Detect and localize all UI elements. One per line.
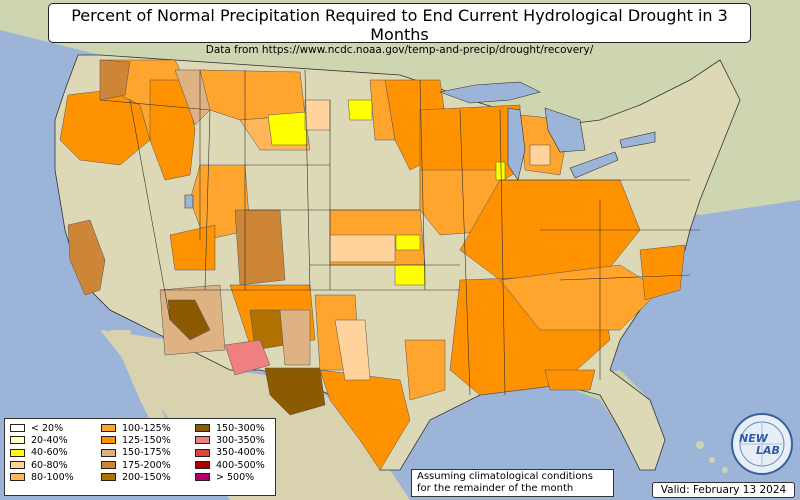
legend-item: 350-400% bbox=[195, 447, 265, 459]
legend-swatch bbox=[10, 448, 25, 457]
legend-col-1: < 20% 20-40% 40-60% 60-80% 80-100% bbox=[10, 422, 74, 483]
legend-item: > 500% bbox=[195, 471, 265, 483]
region-mn-2 bbox=[369, 79, 396, 141]
region-ca-brown bbox=[67, 219, 106, 296]
legend-swatch bbox=[10, 461, 25, 470]
legend-swatch bbox=[10, 473, 25, 482]
legend-item: 100-125% bbox=[101, 422, 171, 434]
legend-swatch bbox=[101, 424, 116, 433]
legend-swatch bbox=[195, 448, 210, 457]
state-borders bbox=[99, 69, 700, 396]
region-wa-brown bbox=[99, 59, 131, 101]
legend-item: 175-200% bbox=[101, 459, 171, 471]
legend-item: 60-80% bbox=[10, 459, 74, 471]
legend-item: 150-300% bbox=[195, 422, 265, 434]
region-tx-pale bbox=[334, 319, 371, 381]
legend-col-2: 100-125% 125-150% 150-175% 175-200% 200-… bbox=[101, 422, 171, 483]
region-carolinas bbox=[639, 244, 686, 301]
legend-item: 80-100% bbox=[10, 471, 74, 483]
legend-swatch bbox=[195, 436, 210, 445]
legend-swatch bbox=[101, 473, 116, 482]
great-lakes bbox=[184, 81, 656, 209]
newlab-logo: NEW LAB bbox=[731, 413, 793, 475]
valid-date: Valid: February 13 2024 bbox=[652, 482, 795, 498]
legend-item: 200-150% bbox=[101, 471, 171, 483]
lake-erie bbox=[569, 151, 619, 179]
region-nm-pink bbox=[224, 339, 271, 376]
legend-swatch bbox=[195, 424, 210, 433]
region-kansas-yellow bbox=[395, 234, 421, 251]
region-wyoming-yellow bbox=[267, 111, 309, 146]
svg-text:LAB: LAB bbox=[756, 444, 780, 457]
baja-land bbox=[110, 330, 170, 440]
legend-item: 125-150% bbox=[101, 434, 171, 446]
islands bbox=[696, 441, 728, 473]
region-utah bbox=[189, 164, 251, 241]
legend-item: 400-500% bbox=[195, 459, 265, 471]
legend-item: 300-350% bbox=[195, 434, 265, 446]
assumption-note: Assuming climatological conditions for t… bbox=[411, 469, 614, 497]
legend-swatch bbox=[195, 461, 210, 470]
legend-item: 150-175% bbox=[101, 447, 171, 459]
legend-swatch bbox=[10, 424, 25, 433]
drought-regions bbox=[59, 59, 686, 471]
legend: < 20% 20-40% 40-60% 60-80% 80-100% 100-1… bbox=[4, 418, 276, 496]
region-colorado-brown bbox=[234, 209, 286, 286]
lake-huron bbox=[544, 107, 586, 153]
lake-superior bbox=[438, 81, 541, 104]
legend-col-3: 150-300% 300-350% 350-400% 400-500% > 50… bbox=[195, 422, 265, 483]
region-nd-yellow bbox=[347, 99, 373, 121]
region-michigan-light bbox=[529, 144, 551, 166]
legend-swatch bbox=[195, 473, 210, 482]
region-gulf bbox=[544, 369, 596, 391]
note-line-2: for the remainder of the month bbox=[417, 483, 574, 494]
legend-item: 20-40% bbox=[10, 434, 74, 446]
region-kansas-pale bbox=[329, 234, 396, 263]
great-salt-lake bbox=[184, 194, 194, 209]
title-box: Percent of Normal Precipitation Required… bbox=[48, 3, 751, 56]
region-ok-yellow bbox=[394, 264, 426, 286]
legend-item: 40-60% bbox=[10, 447, 74, 459]
region-tx-orange bbox=[319, 369, 411, 471]
lake-ontario bbox=[619, 131, 656, 149]
legend-swatch bbox=[10, 436, 25, 445]
map-subtitle: Data from https://www.ncdc.noaa.gov/temp… bbox=[205, 44, 594, 56]
mexico-land bbox=[100, 330, 410, 500]
legend-swatch bbox=[101, 448, 116, 457]
map-title: Percent of Normal Precipitation Required… bbox=[71, 6, 728, 44]
region-sd-light bbox=[304, 99, 331, 131]
region-tx-brown bbox=[264, 367, 326, 416]
region-tx-east bbox=[404, 339, 446, 401]
region-il-yellow bbox=[495, 161, 506, 181]
legend-swatch bbox=[101, 461, 116, 470]
legend-item: < 20% bbox=[10, 422, 74, 434]
svg-text:NEW: NEW bbox=[739, 432, 769, 445]
lake-michigan bbox=[507, 107, 526, 181]
note-line-1: Assuming climatological conditions bbox=[417, 471, 593, 482]
legend-swatch bbox=[101, 436, 116, 445]
region-nm-tan bbox=[279, 309, 311, 366]
